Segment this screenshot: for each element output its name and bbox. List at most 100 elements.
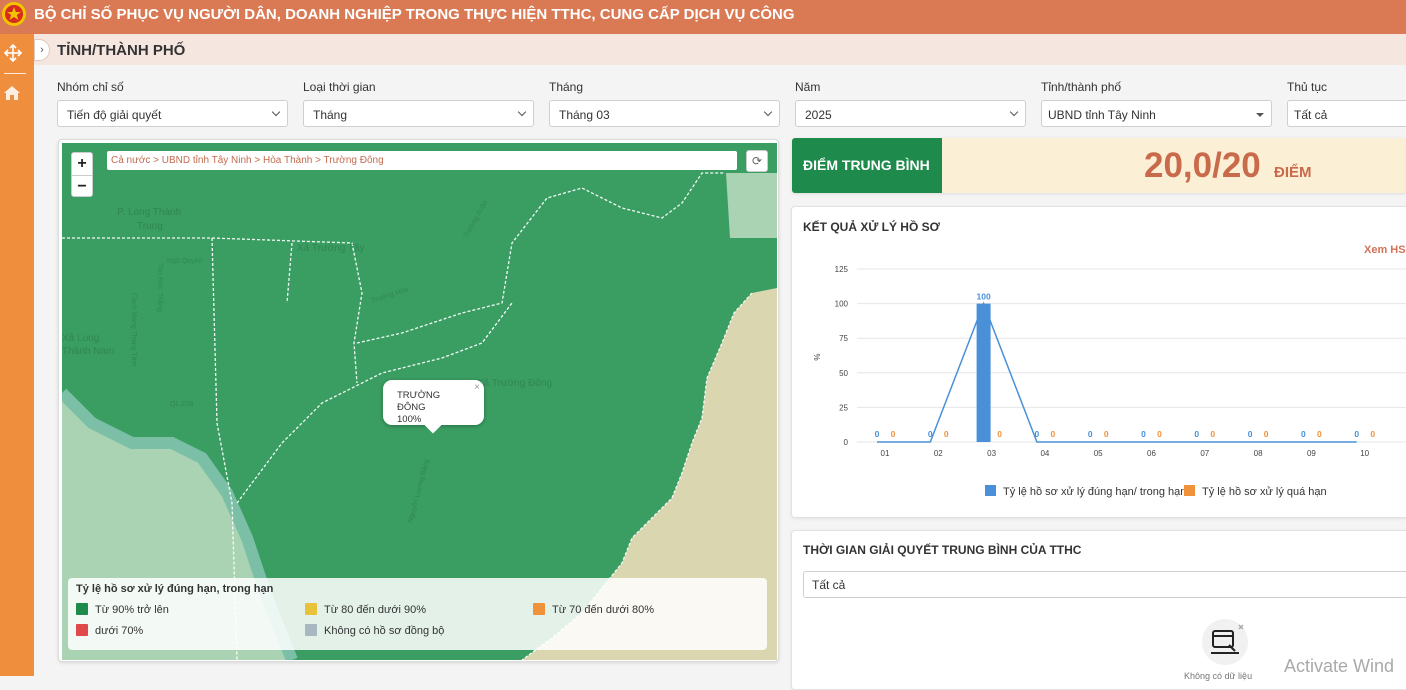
refresh-button[interactable]: ⟳ [746,150,768,172]
chart-legend-item[interactable]: Tỷ lệ hồ sơ xử lý quá hạn [1184,485,1327,498]
legend-label: Từ 80 đến dưới 90% [324,604,427,616]
move-icon[interactable] [2,42,24,64]
map-canvas[interactable]: P. Long Thành Trung Xã Trường Tây Xã Lon… [62,143,777,660]
data-label-overdue: 0 [1157,429,1162,439]
chart-legend-item[interactable]: Tỷ lệ hồ sơ xử lý đúng hạn/ trong hạn [985,485,1186,498]
data-label-on-time: 0 [928,429,933,439]
procedure-filter-select[interactable]: Tất cả [803,571,1406,598]
data-label-on-time: 0 [1354,429,1359,439]
map-neighbor-region [726,173,777,238]
close-icon[interactable]: × [474,382,480,393]
place-label: Xã Trường Tây [297,243,365,254]
filter-label: Thủ tục [1287,80,1328,94]
road-label: Ngô Quyền [167,256,203,265]
data-label-on-time: 0 [1088,429,1093,439]
page-title: TỈNH/THÀNH PHỐ [57,42,186,59]
national-emblem-icon [2,2,26,26]
y-tick-label: 25 [839,403,848,412]
filter-label: Tỉnh/thành phố [1041,80,1122,94]
y-tick-label: 50 [839,369,848,378]
average-score-card: ĐIỂM TRUNG BÌNH 20,0/20 ĐIỂM [792,138,1406,193]
province-select[interactable]: UBND tỉnh Tây Ninh [1041,100,1272,127]
legend-swatch [305,603,317,615]
map-legend: Tỷ lệ hồ sơ xử lý đúng hạn, trong hạn Từ… [68,578,767,650]
x-tick-label: 08 [1254,449,1263,458]
data-label-overdue: 0 [944,429,949,439]
y-tick-label: 75 [839,334,848,343]
select-value: Tháng 03 [559,108,610,122]
procedure-select[interactable]: Tất cả [1287,100,1406,127]
filter-time-type: Loại thời gian Tháng [303,80,534,127]
filter-month: Tháng Tháng 03 [549,80,780,127]
x-tick-label: 07 [1200,449,1209,458]
filter-procedure: Thủ tục Tất cả [1287,80,1406,127]
data-label-on-time: 0 [1248,429,1253,439]
map-breadcrumb[interactable]: Cả nước > UBND tỉnh Tây Ninh > Hòa Thành… [107,151,737,170]
activate-windows-watermark: Activate Wind [1284,656,1395,676]
filter-label: Năm [795,80,821,94]
filter-label: Tháng [549,80,584,94]
data-label-on-time: 100 [977,292,991,302]
zoom-control: + − [71,152,93,197]
x-tick-label: 06 [1147,449,1156,458]
select-value: UBND tỉnh Tây Ninh [1048,108,1156,122]
x-tick-label: 09 [1307,449,1316,458]
data-label-overdue: 0 [1264,429,1269,439]
legend-title: Tỷ lệ hồ sơ xử lý đúng hạn, trong hạn [76,583,274,595]
zoom-in-button[interactable]: + [77,155,87,172]
legend-item: Từ 90% trở lên [76,603,169,616]
data-label-on-time: 0 [1035,429,1040,439]
map-popup: TRƯỜNG ĐÔNG 100% × [383,380,484,434]
chevron-down-icon [271,107,281,117]
results-title: KẾT QUẢ XỬ LÝ HỒ SƠ [803,220,940,234]
road-label: QL 22B [170,401,194,408]
legend-label: Tỷ lệ hồ sơ xử lý đúng hạn/ trong hạn [1003,486,1187,498]
year-select[interactable]: 2025 [795,100,1026,127]
month-select[interactable]: Tháng 03 [549,100,780,127]
chevron-down-icon [763,107,773,117]
chevron-down-icon [1009,107,1019,117]
view-records-link[interactable]: Xem HS c [1364,244,1406,256]
legend-label: Tỷ lệ hồ sơ xử lý quá hạn [1202,486,1327,498]
legend-item: Từ 70 đến dưới 80% [533,603,654,616]
x-tick-label: 01 [881,449,890,458]
app-title: BỘ CHỈ SỐ PHỤC VỤ NGƯỜI DÂN, DOANH NGHIỆ… [34,6,795,23]
legend-label: dưới 70% [95,625,144,637]
data-label-overdue: 0 [891,429,896,439]
home-icon[interactable] [3,85,21,101]
data-label-on-time: 0 [1194,429,1199,439]
select-value: Tất cả [1294,108,1328,122]
place-label: Xã Long [62,333,99,344]
chevron-down-icon [517,107,527,117]
x-tick-label: 03 [987,449,996,458]
filter-label: Nhóm chỉ số [57,80,124,94]
x-tick-label: 02 [934,449,943,458]
legend-label: Từ 70 đến dưới 80% [552,604,655,616]
road-label: Tôn Đức Thắng [156,263,165,312]
x-tick-label: 05 [1094,449,1103,458]
legend-swatch [76,624,88,636]
legend-label: Từ 90% trở lên [95,604,169,616]
select-value: Tiến độ giải quyết [67,108,162,122]
place-label: Trung [137,221,163,232]
no-data-icon [1202,619,1248,665]
y-tick-label: 0 [844,438,849,447]
x-tick-label: 04 [1040,449,1049,458]
zoom-out-button[interactable]: − [72,175,92,197]
data-label-overdue: 0 [1370,429,1375,439]
data-label-on-time: 0 [1301,429,1306,439]
select-value: Tháng [313,108,348,122]
time-type-select[interactable]: Tháng [303,100,534,127]
line-on-time [877,301,1357,443]
sidebar-toggle-button[interactable]: › [34,39,50,61]
filter-province: Tỉnh/thành phố UBND tỉnh Tây Ninh [1041,80,1272,127]
legend-item: dưới 70% [76,624,143,637]
results-card: KẾT QUẢ XỬ LÝ HỒ SƠ Xem HS c 02550751001… [791,206,1406,518]
sidebar-divider [4,73,26,74]
refresh-icon: ⟳ [751,154,763,168]
map-land-area [522,288,777,660]
index-group-select[interactable]: Tiến độ giải quyết [57,100,288,127]
popup-value: 100% [397,414,422,425]
legend-swatch [1184,485,1195,496]
